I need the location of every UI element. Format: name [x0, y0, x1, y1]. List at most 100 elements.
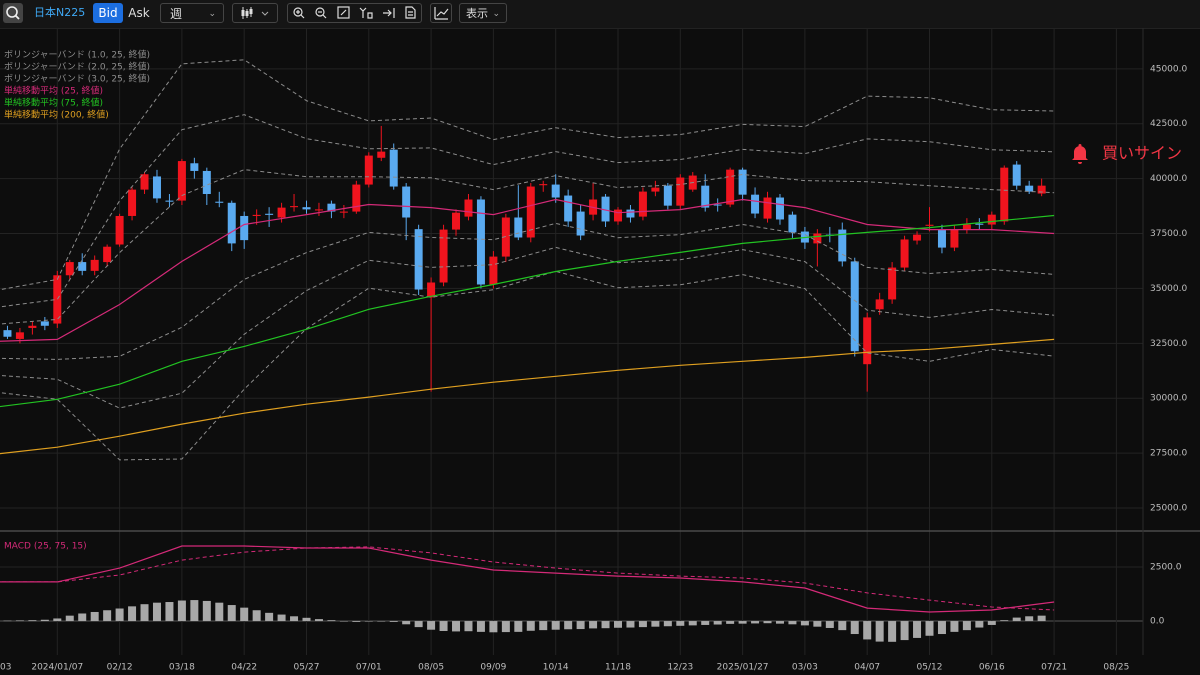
- candle-body: [28, 325, 37, 328]
- macd-histogram-bar: [414, 621, 423, 628]
- candle-body: [875, 299, 884, 310]
- candle-body: [962, 224, 971, 230]
- candle-body: [78, 262, 87, 271]
- x-tick-label: 07/21: [1041, 663, 1067, 673]
- macd-histogram-bar: [314, 619, 323, 622]
- candle-body: [277, 207, 286, 218]
- bollinger-upper: [0, 169, 1055, 325]
- macd-histogram-bar: [738, 621, 747, 624]
- macd-histogram-bar: [439, 621, 448, 631]
- macd-histogram-bar: [15, 620, 24, 622]
- x-tick-label: 02/12: [107, 663, 133, 673]
- macd-histogram-bar: [937, 621, 946, 635]
- candle-body: [713, 204, 722, 206]
- candle-body: [888, 267, 897, 300]
- candle-body: [775, 197, 784, 220]
- macd-histogram-bar: [863, 621, 872, 640]
- symbol[interactable]: 日本N225: [34, 6, 86, 19]
- candle-body: [40, 321, 49, 326]
- macd-histogram-bar: [601, 621, 610, 629]
- candle-body: [389, 149, 398, 187]
- candle-body: [900, 239, 909, 268]
- search-button[interactable]: [3, 3, 23, 23]
- x-tick-label: 03/03: [792, 663, 818, 673]
- candle-body: [414, 229, 423, 290]
- macd-line: [0, 546, 1055, 611]
- candle-body: [701, 185, 710, 208]
- macd-histogram-bar: [389, 621, 398, 622]
- candle-body: [290, 206, 299, 208]
- x-tick-label: 09/09: [480, 663, 506, 673]
- candle-body: [265, 213, 274, 215]
- candle-body: [227, 202, 236, 244]
- y-tick-label: 42500.0: [1150, 119, 1187, 129]
- candle-body: [240, 215, 249, 241]
- x-tick-label: 08/25: [1103, 663, 1129, 673]
- chart-type-dropdown[interactable]: [232, 3, 278, 23]
- indicator-icon: [434, 7, 449, 20]
- candle-body: [377, 151, 386, 158]
- macd-histogram-bar: [240, 607, 249, 622]
- x-tick-label: 03/18: [169, 663, 195, 673]
- candle-body: [327, 203, 336, 212]
- moving-average: [0, 214, 1055, 408]
- bid-button[interactable]: Bid: [93, 3, 123, 23]
- candle-body: [614, 209, 622, 222]
- candle-body: [352, 184, 361, 212]
- bollinger-lower: [0, 246, 1055, 409]
- macd-histogram-bar: [3, 620, 12, 622]
- candle-icon: [241, 7, 269, 19]
- macd-histogram-bar: [838, 621, 847, 631]
- x-tick-label: 06/16: [979, 663, 1005, 673]
- macd-histogram-bar: [339, 621, 348, 622]
- display-dropdown[interactable]: 表示 ⌄: [459, 3, 507, 23]
- macd-histogram-bar: [626, 621, 635, 628]
- macd-histogram-bar: [589, 621, 598, 629]
- candle-body: [539, 184, 548, 186]
- x-tick-label: 05/12: [917, 663, 943, 673]
- macd-histogram-bar: [40, 619, 49, 622]
- candle-body: [452, 212, 461, 230]
- macd-histogram-bar: [115, 608, 124, 622]
- chart: 25000.0 27500.0 30000.0 32500.0 35000.0 37500…: [0, 28, 1200, 673]
- legend-entry: ボリンジャーバンド (3.0, 25, 終値): [4, 73, 150, 85]
- y-tick-label: 32500.0: [1150, 339, 1187, 349]
- candle-body: [90, 259, 99, 271]
- candle-body: [314, 209, 323, 211]
- candle-body: [763, 197, 772, 219]
- x-tick-label: 2024/01/07: [31, 663, 83, 673]
- y-tick-label: 37500.0: [1150, 229, 1187, 239]
- candle-body: [202, 170, 211, 195]
- macd-histogram-bar: [464, 621, 473, 632]
- macd-histogram-bar: [53, 618, 62, 622]
- macd-histogram-bar: [551, 621, 560, 630]
- ask-button[interactable]: Ask: [128, 6, 150, 20]
- candle-body: [663, 185, 672, 206]
- candle-body: [339, 211, 348, 213]
- macd-histogram-bar: [352, 621, 361, 622]
- bollinger-lower: [0, 270, 1055, 461]
- chevron: ⌄: [492, 9, 500, 19]
- y-tick-label: 27500.0: [1150, 449, 1187, 459]
- macd-histogram-bar: [327, 620, 336, 622]
- macd-histogram-bar: [90, 611, 99, 622]
- y-tick-label: 40000.0: [1150, 174, 1187, 184]
- candle-body: [975, 223, 984, 225]
- macd-histogram-bar: [227, 605, 236, 622]
- macd-histogram-bar: [1000, 620, 1009, 622]
- search-icon: [6, 6, 20, 20]
- period-dropdown[interactable]: 週 ⌄: [160, 3, 224, 23]
- x-tick-label: 2025/01/27: [717, 663, 769, 673]
- candle-body: [128, 189, 137, 216]
- candle-body: [115, 215, 124, 245]
- y-tick-label: 30000.0: [1150, 394, 1187, 404]
- macd-histogram-bar: [190, 600, 199, 622]
- candle-body: [364, 155, 373, 185]
- candle-body: [152, 176, 161, 199]
- macd-histogram-bar: [913, 621, 922, 638]
- indicator-button[interactable]: [430, 3, 452, 23]
- candle-body: [177, 161, 186, 201]
- candle-body: [427, 282, 436, 298]
- candle-body: [626, 209, 635, 218]
